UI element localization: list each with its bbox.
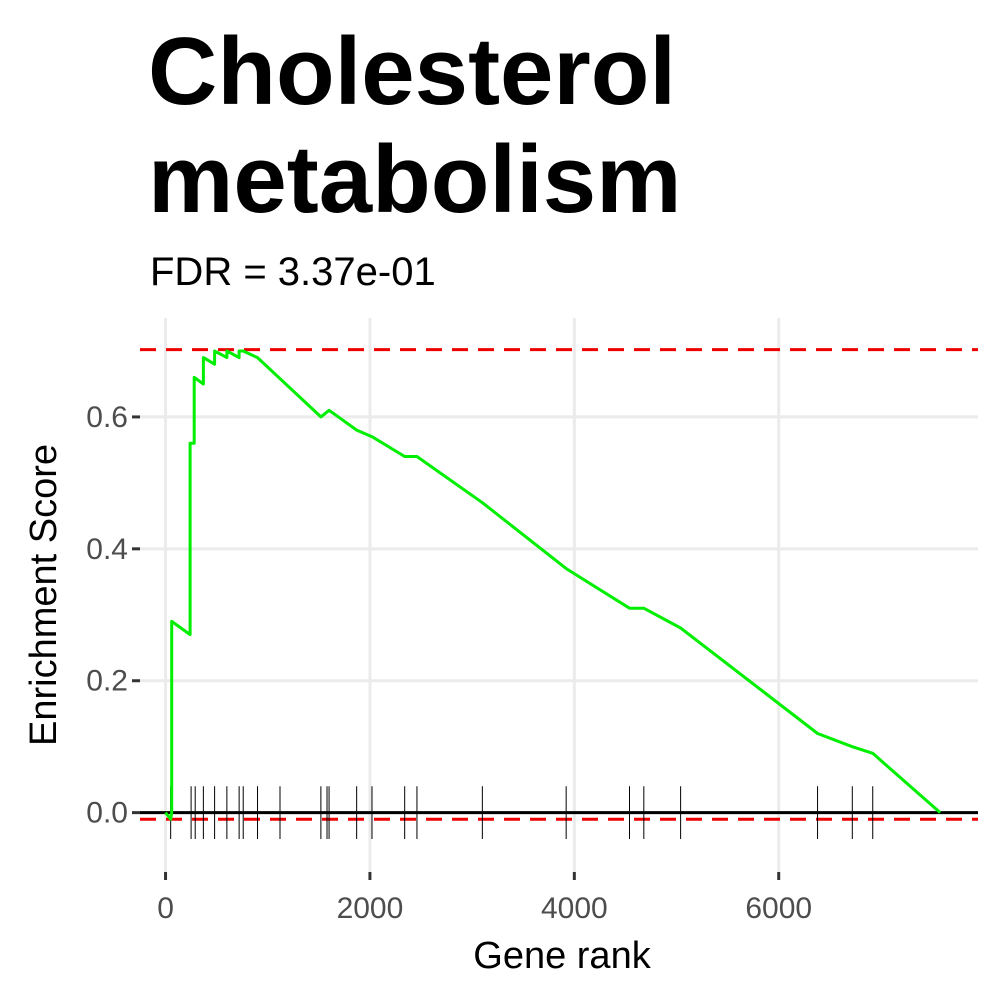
x-tick-label: 2000 (337, 892, 404, 925)
enrichment-curve (164, 349, 942, 821)
chart-title-line-2: metabolism (148, 126, 682, 233)
x-tick-label: 0 (157, 892, 174, 925)
x-axis-label: Gene rank (473, 935, 651, 977)
y-tick-label: 0.6 (86, 401, 128, 434)
gene-hit-ticks (170, 786, 874, 840)
x-tick-label: 4000 (541, 892, 608, 925)
chart-title: Cholesterol metabolism (148, 18, 681, 234)
chart-subtitle: FDR = 3.37e-01 (150, 250, 436, 294)
chart-title-line-1: Cholesterol (148, 18, 677, 125)
enrichment-curve-layer (164, 349, 942, 821)
y-axis-label: Enrichment Score (23, 444, 65, 746)
y-tick-label: 0.0 (86, 797, 128, 830)
reference-lines (140, 348, 978, 821)
y-tick-label: 0.4 (86, 533, 128, 566)
axes: 0 2000 4000 6000 0.0 0.2 0.4 0.6 (86, 401, 812, 925)
x-tick-label: 6000 (745, 892, 812, 925)
y-tick-label: 0.2 (86, 665, 128, 698)
